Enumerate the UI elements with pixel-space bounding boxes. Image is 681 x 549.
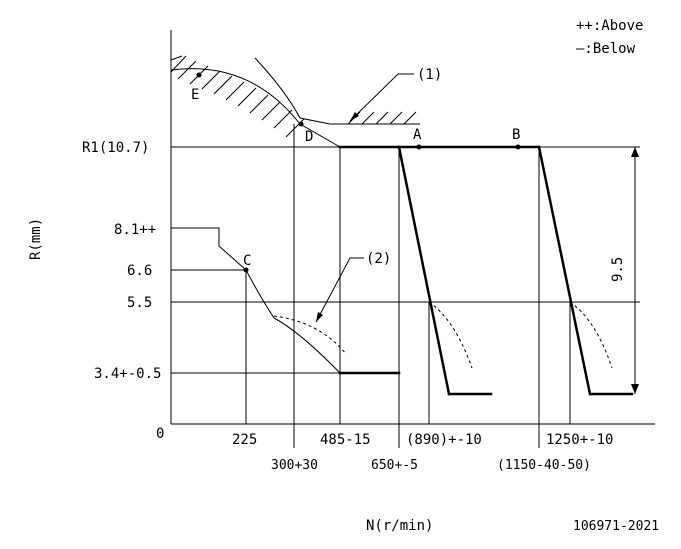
callout-1: (1)	[417, 67, 442, 83]
dashed-curve-2	[273, 315, 347, 355]
x-label-1250: 1250+-10	[546, 432, 613, 448]
y-label-r1: R1(10.7)	[82, 140, 149, 156]
legend-below: —:Below	[576, 41, 636, 57]
point-label-d: D	[305, 129, 313, 145]
x-label-650: 650+-5	[371, 458, 418, 473]
point-a	[416, 144, 422, 150]
torque-curve	[245, 269, 341, 374]
dashed-tail-b	[569, 301, 613, 369]
legend-above: ++:Above	[576, 18, 643, 34]
dimension-arrow-bottom	[631, 384, 639, 394]
dashed-tail-a	[428, 301, 473, 369]
dimension-arrow-top	[631, 147, 639, 157]
x-label-225: 225	[232, 432, 257, 448]
droop-line-b	[537, 145, 592, 396]
point-label-c: C	[243, 253, 251, 269]
x-label-485: 485-15	[320, 432, 371, 448]
callout-2: (2)	[366, 251, 391, 267]
point-d	[298, 121, 304, 127]
y-label-55: 5.5	[127, 295, 152, 311]
x-label-890: (890)+-10	[406, 432, 482, 448]
callout-2-arrow	[316, 312, 323, 322]
doc-number: 106971-2021	[573, 519, 659, 534]
point-label-b: B	[512, 127, 520, 143]
point-b	[515, 144, 521, 150]
point-e	[196, 72, 202, 78]
start-curve	[171, 227, 247, 271]
stopper-upper-curve	[254, 57, 420, 125]
callout-2-leader	[315, 257, 364, 323]
stopper-curve	[170, 68, 341, 148]
y-axis-title: R(mm)	[28, 218, 44, 260]
dimension-label: 9.5	[610, 257, 626, 282]
point-label-a: A	[413, 127, 422, 143]
y-label-81: 8.1++	[114, 222, 156, 238]
y-label-34: 3.4+-0.5	[94, 366, 161, 382]
callout-1-leader	[349, 73, 414, 122]
y-label-66: 6.6	[127, 263, 152, 279]
point-label-e: E	[191, 87, 199, 103]
x-axis-title: N(r/min)	[366, 518, 433, 534]
y-label-zero: 0	[156, 426, 164, 442]
x-label-1150: (1150-40-50)	[497, 458, 591, 473]
x-label-300: 300+30	[271, 458, 318, 473]
point-c	[243, 267, 249, 273]
callout-1-arrow	[350, 112, 359, 121]
droop-line-a	[397, 145, 451, 396]
